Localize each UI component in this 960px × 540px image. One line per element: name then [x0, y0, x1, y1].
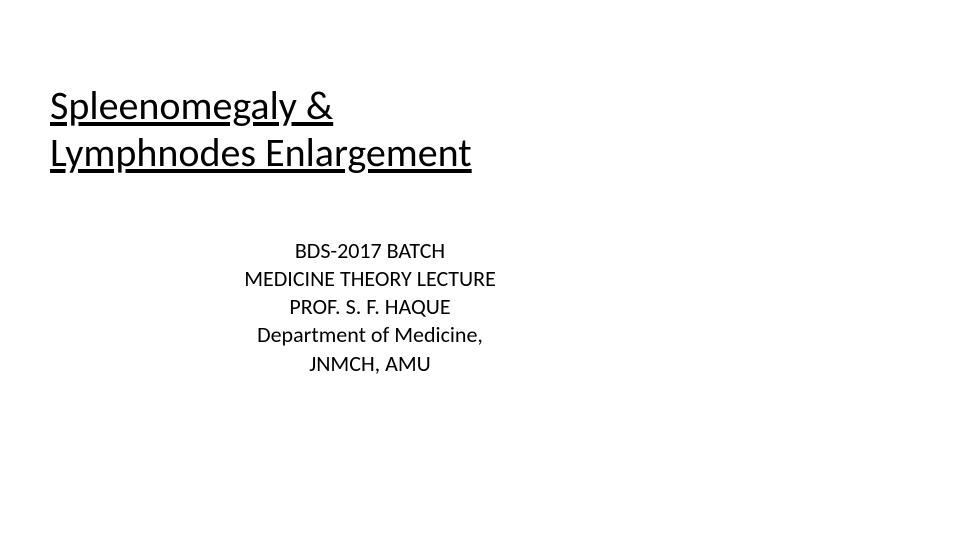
- body-line-1: BDS-2017 BATCH: [210, 237, 530, 265]
- body-line-3: PROF. S. F. HAQUE: [210, 293, 530, 321]
- title-line-1: Spleenomegaly &: [50, 82, 472, 129]
- slide-body: BDS-2017 BATCH MEDICINE THEORY LECTURE P…: [210, 237, 530, 378]
- slide: Spleenomegaly & Lymphnodes Enlargement B…: [0, 0, 960, 540]
- body-line-2: MEDICINE THEORY LECTURE: [210, 265, 530, 293]
- body-line-4: Department of Medicine,: [210, 321, 530, 349]
- slide-title: Spleenomegaly & Lymphnodes Enlargement: [50, 82, 472, 176]
- title-line-2: Lymphnodes Enlargement: [50, 129, 472, 176]
- body-line-5: JNMCH, AMU: [210, 350, 530, 378]
